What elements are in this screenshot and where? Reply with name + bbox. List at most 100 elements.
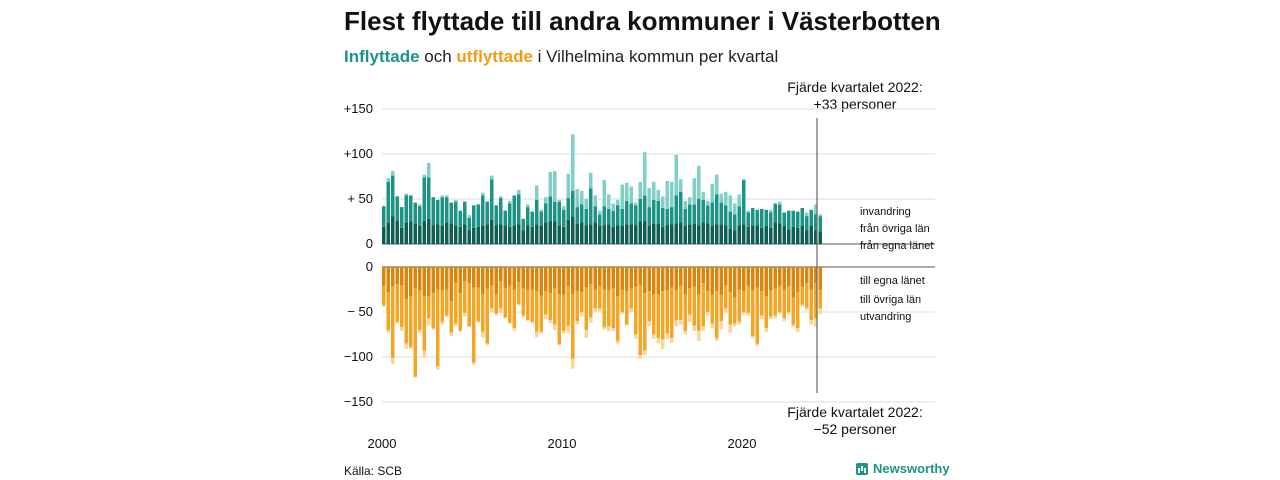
bar-out-ovriga xyxy=(467,283,471,327)
bar-in-invandring xyxy=(688,197,692,205)
bar-in-ovriga xyxy=(778,204,782,224)
bar-out-utvandring xyxy=(809,320,813,325)
bar-in-ovriga xyxy=(490,179,494,220)
bar-in-ovriga xyxy=(670,207,674,225)
bar-in-ovriga xyxy=(643,195,647,221)
bar-in-invandring xyxy=(445,195,449,198)
bar-in-egna xyxy=(530,226,534,244)
bar-in-egna xyxy=(782,226,786,244)
bar-out-utvandring xyxy=(652,334,656,339)
bar-in-invandring xyxy=(508,200,512,204)
bar-in-ovriga xyxy=(733,214,737,231)
bar-out-utvandring xyxy=(503,317,507,319)
bar-in-ovriga xyxy=(796,211,800,228)
bar-out-utvandring xyxy=(746,312,750,316)
bar-in-ovriga xyxy=(706,205,710,224)
bar-out-utvandring xyxy=(805,307,809,311)
bar-out-ovriga xyxy=(710,294,714,324)
bar-out-ovriga xyxy=(719,294,723,321)
bar-in-egna xyxy=(512,226,516,244)
bar-in-invandring xyxy=(629,186,633,204)
bar-out-utvandring xyxy=(431,328,435,330)
bar-out-ovriga xyxy=(737,289,741,322)
bar-out-egna xyxy=(809,267,813,290)
bar-in-egna xyxy=(454,226,458,244)
bar-in-egna xyxy=(656,223,660,244)
bar-out-egna xyxy=(521,267,525,289)
bar-out-utvandring xyxy=(445,315,449,318)
bar-out-egna xyxy=(674,267,678,291)
bar-out-utvandring xyxy=(530,321,534,324)
bar-out-utvandring xyxy=(575,321,579,325)
bar-out-ovriga xyxy=(526,289,530,321)
bar-out-egna xyxy=(535,267,539,292)
bar-out-ovriga xyxy=(782,289,786,319)
annotation-bottom-line2: −52 personer xyxy=(813,421,897,437)
bar-in-ovriga xyxy=(562,209,566,227)
bar-in-egna xyxy=(535,224,539,244)
bar-out-egna xyxy=(436,267,440,290)
bar-in-ovriga xyxy=(413,202,417,224)
bar-out-ovriga xyxy=(602,289,606,328)
bar-out-ovriga xyxy=(449,301,453,333)
bar-out-utvandring xyxy=(742,312,746,315)
bar-out-egna xyxy=(503,267,507,289)
bar-in-invandring xyxy=(490,175,494,180)
bar-out-egna xyxy=(589,267,593,285)
bar-out-ovriga xyxy=(800,286,804,305)
bar-out-egna xyxy=(476,267,480,288)
bar-in-invandring xyxy=(746,210,750,213)
bar-out-ovriga xyxy=(755,287,759,344)
bar-in-ovriga xyxy=(386,181,390,223)
bar-out-utvandring xyxy=(787,312,791,315)
bar-out-ovriga xyxy=(670,287,674,339)
bar-in-invandring xyxy=(805,212,809,217)
bar-in-egna xyxy=(494,225,498,244)
bar-out-ovriga xyxy=(589,284,593,318)
bar-out-ovriga xyxy=(679,285,683,321)
subtitle-utflyttade: utflyttade xyxy=(456,47,533,66)
bar-in-ovriga xyxy=(715,194,719,225)
bar-out-ovriga xyxy=(422,296,426,351)
bar-in-ovriga xyxy=(656,200,660,224)
bar-out-utvandring xyxy=(701,326,705,331)
bar-out-ovriga xyxy=(409,296,413,348)
bar-out-ovriga xyxy=(796,292,800,329)
bar-out-utvandring xyxy=(544,314,548,320)
label-invandring: invandring xyxy=(860,206,911,218)
bar-in-ovriga xyxy=(602,206,606,226)
bar-out-egna xyxy=(814,267,818,284)
bar-in-egna xyxy=(395,220,399,244)
bar-out-ovriga xyxy=(625,291,629,325)
bar-out-egna xyxy=(791,267,795,298)
bar-out-egna xyxy=(800,267,804,287)
bar-out-utvandring xyxy=(436,366,440,370)
bar-in-egna xyxy=(539,226,543,244)
bar-out-utvandring xyxy=(692,325,696,331)
bar-in-egna xyxy=(418,226,422,244)
bar-out-ovriga xyxy=(539,295,543,332)
bar-in-invandring xyxy=(562,206,566,210)
label-fran-egna-lanet: från egna länet xyxy=(860,240,933,252)
bar-out-utvandring xyxy=(647,321,651,327)
bar-out-utvandring xyxy=(472,362,476,366)
bar-in-ovriga xyxy=(616,205,620,226)
bar-in-ovriga xyxy=(557,201,561,226)
bar-out-egna xyxy=(454,267,458,284)
bar-in-egna xyxy=(625,224,629,244)
bar-out-utvandring xyxy=(580,312,584,317)
label-utvandring: utvandring xyxy=(860,311,911,323)
bar-out-utvandring xyxy=(391,357,395,365)
bar-in-ovriga xyxy=(787,210,791,230)
bar-out-egna xyxy=(638,267,642,285)
bar-in-egna xyxy=(611,226,615,244)
bar-out-egna xyxy=(643,267,647,294)
bar-in-invandring xyxy=(733,203,737,215)
bar-in-egna xyxy=(791,226,795,244)
bar-out-utvandring xyxy=(584,330,588,339)
bar-in-ovriga xyxy=(535,199,539,225)
bar-in-egna xyxy=(557,226,561,244)
bar-out-utvandring xyxy=(728,324,732,333)
bar-in-invandring xyxy=(598,210,602,215)
bar-out-ovriga xyxy=(508,285,512,323)
